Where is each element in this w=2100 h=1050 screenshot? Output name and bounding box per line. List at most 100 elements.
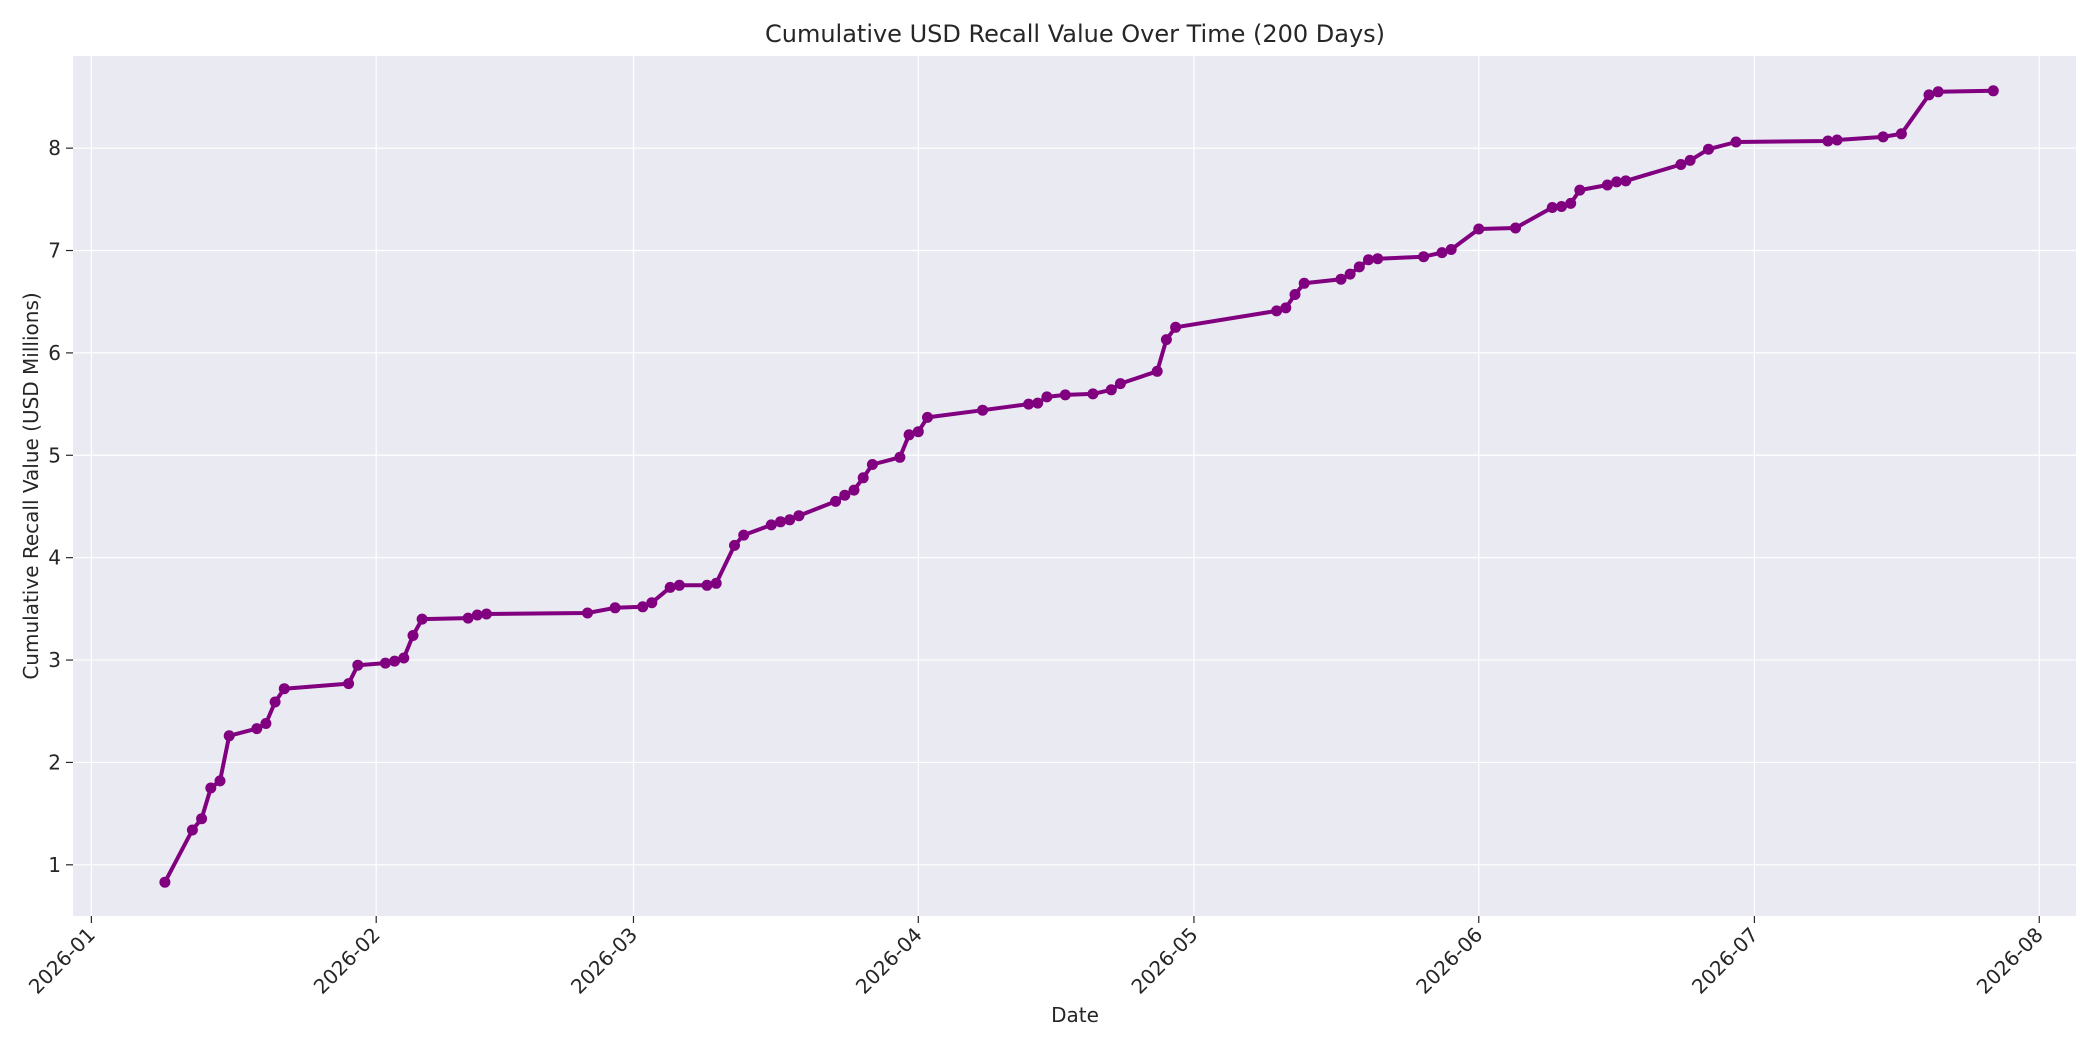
data-point <box>775 516 786 528</box>
data-point <box>1822 135 1834 147</box>
data-point <box>977 404 989 416</box>
data-point <box>1436 247 1448 259</box>
chart-title: Cumulative USD Recall Value Over Time (2… <box>765 20 1385 48</box>
data-point <box>1363 254 1374 266</box>
data-point <box>903 429 915 441</box>
y-tick-labels: 1 2 3 4 5 6 7 8 <box>48 136 61 877</box>
data-point <box>729 539 740 551</box>
y-tick-label: 6 <box>48 341 61 365</box>
data-point <box>196 813 208 825</box>
y-axis-label: Cumulative Recall Value (USD Millions) <box>19 292 43 679</box>
y-tick-marks <box>66 147 73 866</box>
data-point <box>1023 398 1035 410</box>
data-point <box>701 579 713 591</box>
x-axis-label: Date <box>1051 1003 1099 1027</box>
data-point <box>214 775 226 787</box>
data-point <box>1041 391 1053 403</box>
data-point <box>1684 154 1696 166</box>
data-point <box>673 579 685 591</box>
data-point <box>471 609 483 621</box>
y-tick-label: 8 <box>48 136 61 160</box>
data-point <box>1611 176 1623 188</box>
data-point <box>1087 388 1099 400</box>
y-tick-label: 5 <box>48 443 61 467</box>
data-point <box>664 581 676 593</box>
data-point <box>1105 384 1117 396</box>
data-point <box>710 577 722 589</box>
data-point <box>848 484 860 496</box>
x-tick-marks <box>90 916 2040 923</box>
data-point <box>186 824 198 836</box>
data-point <box>1372 253 1384 265</box>
data-point <box>205 782 217 794</box>
y-tick-label: 2 <box>48 750 61 774</box>
data-point <box>416 613 428 625</box>
data-point <box>922 411 933 423</box>
data-point <box>1280 302 1292 314</box>
data-point <box>1730 136 1742 148</box>
y-tick-label: 4 <box>48 546 61 570</box>
data-point <box>223 730 235 742</box>
data-point <box>1831 134 1843 146</box>
data-point <box>830 495 842 507</box>
data-point <box>389 655 401 667</box>
data-point <box>793 510 805 522</box>
data-point <box>894 451 906 463</box>
data-point <box>738 529 750 541</box>
data-point <box>1574 184 1586 196</box>
data-point <box>481 608 492 620</box>
data-point <box>1510 222 1521 234</box>
data-point <box>278 683 290 695</box>
y-tick-label: 1 <box>48 853 61 877</box>
series-points-group <box>159 85 1999 888</box>
data-point <box>784 514 796 526</box>
data-point <box>1335 273 1347 285</box>
data-point <box>1151 365 1163 377</box>
x-grid <box>90 56 2040 916</box>
data-point <box>646 597 658 609</box>
data-point <box>1160 334 1172 346</box>
data-point <box>912 426 924 438</box>
data-point <box>857 472 869 484</box>
data-point <box>1703 143 1714 155</box>
data-point <box>1059 389 1071 401</box>
data-point <box>1877 131 1889 143</box>
data-point <box>637 601 649 613</box>
data-point <box>398 652 410 664</box>
data-point <box>609 602 621 614</box>
data-point <box>1987 85 1999 97</box>
data-point <box>1353 261 1365 273</box>
data-point <box>866 459 878 470</box>
data-point <box>1344 268 1356 280</box>
data-point <box>1114 378 1126 390</box>
data-point <box>582 607 593 619</box>
data-point <box>1601 179 1613 191</box>
data-point <box>1289 289 1301 300</box>
plot-area <box>73 56 2076 916</box>
data-point <box>1473 223 1485 235</box>
data-point <box>462 612 474 624</box>
data-point <box>1546 202 1558 213</box>
data-point <box>1620 175 1632 187</box>
data-point <box>159 876 171 888</box>
data-point <box>260 718 272 729</box>
data-point <box>1418 251 1430 263</box>
data-point <box>343 678 355 690</box>
data-point <box>1298 277 1310 289</box>
data-point <box>407 630 419 641</box>
y-tick-label: 3 <box>48 648 61 672</box>
data-point <box>379 657 391 669</box>
data-point <box>1556 201 1567 212</box>
data-point <box>839 489 851 501</box>
data-point <box>1170 321 1182 333</box>
data-point <box>1271 305 1283 317</box>
data-point <box>1032 397 1044 409</box>
data-point <box>1445 244 1457 255</box>
data-point <box>1932 86 1944 98</box>
data-point <box>251 723 263 735</box>
data-point <box>1923 89 1935 101</box>
data-point <box>352 659 364 671</box>
data-point <box>1895 128 1907 140</box>
data-point <box>765 519 777 531</box>
